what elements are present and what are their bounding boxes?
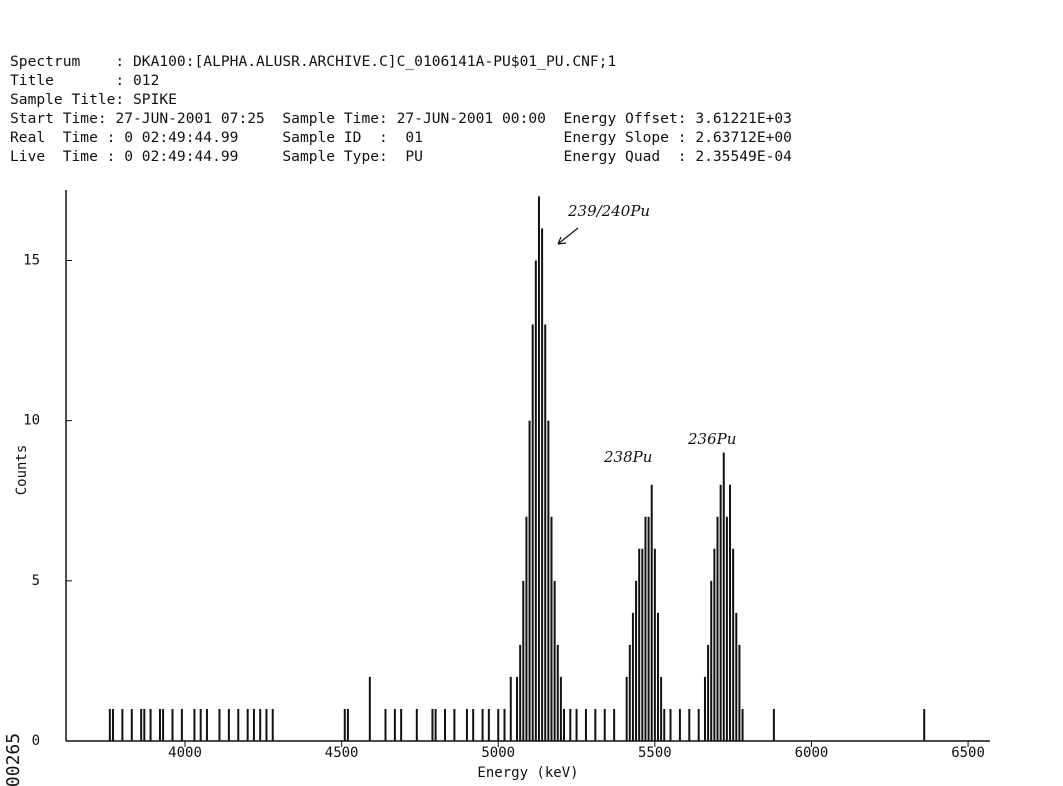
x-tick-label: 4500 xyxy=(325,745,359,761)
header-line: Real Time : 0 02:49:44.99 Sample ID : 01… xyxy=(10,129,792,146)
x-tick-label: 5000 xyxy=(481,745,515,761)
annotation: 00265 xyxy=(3,733,24,786)
x-tick-label: 6500 xyxy=(951,745,985,761)
header: Spectrum : DKA100:[ALPHA.ALUSR.ARCHIVE.C… xyxy=(10,52,792,166)
header-line: Sample Title: SPIKE xyxy=(10,91,177,108)
annotation: 239/240Pu xyxy=(567,202,650,220)
y-tick-label: 15 xyxy=(23,252,40,268)
annotation: 236Pu xyxy=(687,430,736,448)
y-axis-label: Counts xyxy=(14,445,30,496)
header-line: Title : 012 xyxy=(10,72,160,89)
x-axis-label: Energy (keV) xyxy=(477,765,578,781)
y-tick-label: 0 xyxy=(32,733,40,749)
x-tick-label: 5500 xyxy=(638,745,672,761)
header-line: Spectrum : DKA100:[ALPHA.ALUSR.ARCHIVE.C… xyxy=(10,53,617,70)
header-line: Start Time: 27-JUN-2001 07:25 Sample Tim… xyxy=(10,110,792,127)
annotation: 238Pu xyxy=(603,448,652,466)
header-line: Live Time : 0 02:49:44.99 Sample Type: P… xyxy=(10,148,792,165)
x-tick-label: 6000 xyxy=(795,745,829,761)
y-tick-label: 5 xyxy=(32,573,40,589)
arrow xyxy=(557,227,579,245)
y-tick-label: 10 xyxy=(23,413,40,429)
x-tick-label: 4000 xyxy=(168,745,202,761)
